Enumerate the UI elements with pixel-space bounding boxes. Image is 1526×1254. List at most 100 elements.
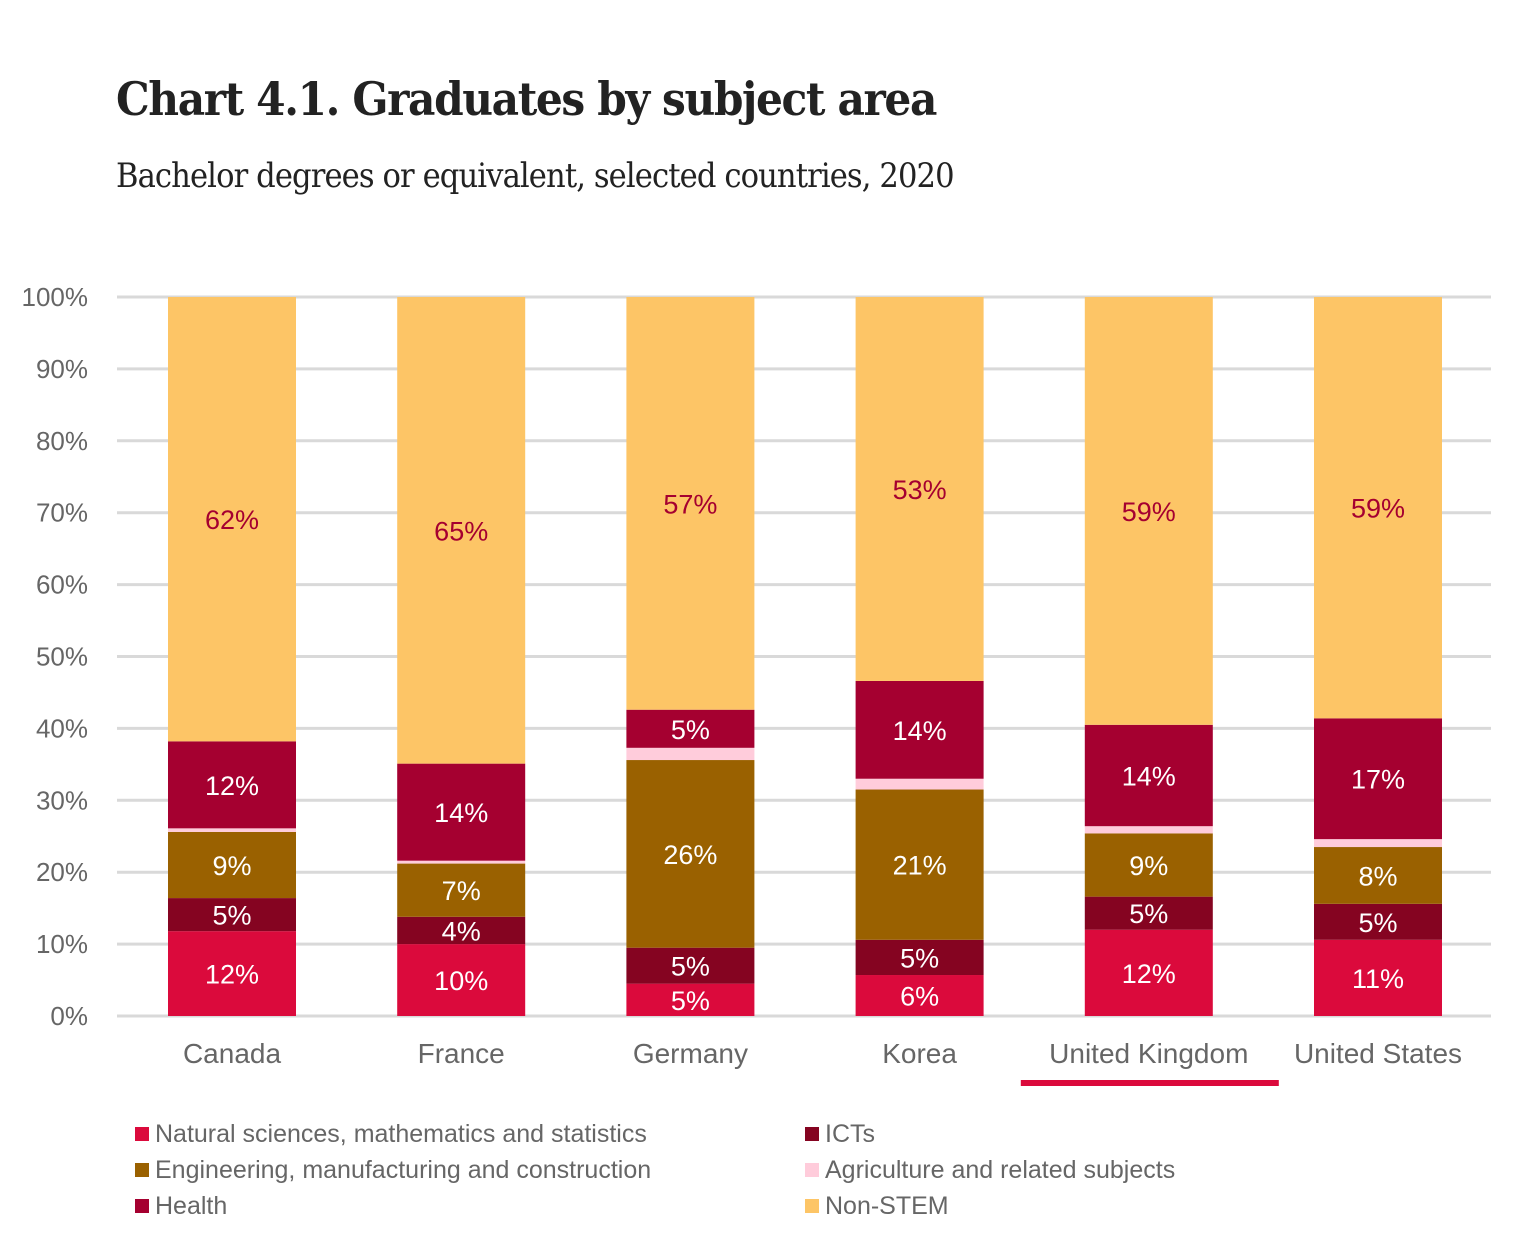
data-labels: 12% 5% 9% 12% 62% 10% 4% 7% 14% 65% 5% 5% 26% 5% 57% 6%…	[205, 475, 1405, 1016]
data-label: 5%	[1129, 899, 1168, 929]
y-tick-label: 30%	[36, 785, 88, 815]
bar-segment	[626, 947, 755, 984]
legend-item: Natural sciences, mathematics and statis…	[135, 1118, 805, 1150]
gridlines	[117, 295, 1491, 1018]
data-label: 14%	[434, 798, 488, 828]
data-label: 8%	[1358, 861, 1397, 891]
legend-item: Non-STEM	[805, 1190, 1225, 1222]
data-label: 11%	[1352, 964, 1404, 994]
bar-segment	[397, 944, 526, 1016]
bar-segment	[397, 860, 526, 864]
x-tick-label: United States	[1294, 1038, 1462, 1069]
legend-label: Health	[155, 1191, 228, 1220]
legend-swatch	[135, 1127, 149, 1141]
y-tick-label: 0%	[50, 1001, 88, 1031]
legend-label: Natural sciences, mathematics and statis…	[155, 1119, 647, 1148]
x-tick-label: Germany	[633, 1038, 748, 1069]
legend-swatch	[805, 1127, 819, 1141]
data-label: 10%	[434, 966, 488, 996]
data-label: 53%	[893, 475, 947, 505]
bar-segment	[1084, 833, 1213, 897]
bar-segment	[626, 983, 755, 1016]
bar-segment	[1084, 826, 1213, 834]
legend-label: Engineering, manufacturing and construct…	[155, 1155, 652, 1184]
data-label: 5%	[671, 986, 710, 1016]
legend-item: Agriculture and related subjects	[805, 1154, 1225, 1186]
y-tick-label: 40%	[36, 713, 88, 743]
legend: Natural sciences, mathematics and statis…	[135, 1118, 1225, 1222]
bar-segment	[1314, 903, 1442, 940]
y-tick-label: 70%	[36, 498, 88, 528]
data-label: 62%	[205, 505, 259, 535]
y-tick-label: 10%	[36, 929, 88, 959]
bars	[168, 297, 1442, 1016]
bar-segment	[855, 297, 984, 681]
data-label: 5%	[900, 943, 939, 973]
legend-swatch	[805, 1163, 819, 1177]
data-label: 6%	[900, 982, 939, 1012]
bar-segment	[855, 939, 984, 976]
bar-segment	[855, 680, 984, 779]
bar-segment	[626, 709, 755, 748]
data-label: 5%	[671, 952, 710, 982]
data-label: 9%	[1129, 851, 1168, 881]
bar-segment	[168, 297, 296, 742]
y-tick-label: 90%	[36, 354, 88, 384]
data-label: 14%	[1122, 761, 1176, 791]
y-tick-label: 80%	[36, 426, 88, 456]
data-label: 14%	[893, 716, 947, 746]
bar-segment	[1084, 724, 1213, 827]
y-tick-label: 60%	[36, 570, 88, 600]
legend-swatch	[135, 1163, 149, 1177]
legend-swatch	[135, 1199, 149, 1213]
chart-title: Chart 4.1. Graduates by subject area	[116, 72, 937, 126]
data-label: 12%	[1122, 959, 1176, 989]
bar-segment	[626, 760, 755, 948]
data-label: 65%	[434, 516, 488, 546]
y-tick-label: 100%	[22, 282, 89, 312]
bar-segment	[1314, 718, 1442, 840]
data-label: 7%	[442, 876, 481, 906]
bar-segment	[1314, 847, 1442, 904]
data-label: 59%	[1351, 494, 1405, 524]
bar-segment	[397, 763, 526, 861]
x-axis: Canada France Germany Korea United Kingdom Un…	[183, 1038, 1462, 1086]
legend-swatch	[805, 1199, 819, 1213]
legend-label: Non-STEM	[825, 1191, 949, 1220]
bar-segment	[1314, 939, 1442, 1016]
y-tick-label: 50%	[36, 642, 88, 672]
data-label: 5%	[671, 715, 710, 745]
highlight-underline	[1020, 1080, 1279, 1086]
legend-label: ICTs	[825, 1119, 875, 1148]
bar-segment	[1084, 297, 1213, 725]
data-label: 21%	[893, 851, 947, 881]
legend-item: Health	[135, 1190, 805, 1222]
bar-segment	[397, 863, 526, 917]
bar-segment	[855, 778, 984, 790]
data-label: 5%	[212, 901, 251, 931]
data-label: 17%	[1351, 765, 1405, 795]
bar-segment	[168, 831, 296, 899]
bar-segment	[1084, 896, 1213, 930]
bar-segment	[168, 931, 296, 1016]
bar-segment	[1314, 297, 1442, 719]
x-tick-label: France	[418, 1038, 505, 1069]
bar-segment	[1084, 929, 1213, 1016]
data-label: 26%	[663, 840, 717, 870]
data-label: 57%	[663, 489, 717, 519]
bar-segment	[168, 898, 296, 932]
bar-segment	[397, 297, 526, 764]
x-tick-label: Canada	[183, 1038, 282, 1069]
data-label: 9%	[212, 851, 251, 881]
legend-item: Engineering, manufacturing and construct…	[135, 1154, 805, 1186]
y-axis: 0% 10% 20% 30% 40% 50% 60% 70% 80% 90% 100%	[22, 282, 89, 1031]
data-label: 12%	[205, 771, 259, 801]
stacked-bar-chart: 0% 10% 20% 30% 40% 50% 60% 70% 80% 90% 100% 12% 5% 9…	[22, 282, 1491, 1086]
bar-segment	[855, 975, 984, 1016]
bar-segment	[626, 747, 755, 761]
legend-label: Agriculture and related subjects	[825, 1155, 1176, 1184]
bar-segment	[397, 916, 526, 945]
legend-item: ICTs	[805, 1118, 1225, 1150]
x-tick-label: United Kingdom	[1049, 1038, 1248, 1069]
bar-segment	[1314, 839, 1442, 848]
